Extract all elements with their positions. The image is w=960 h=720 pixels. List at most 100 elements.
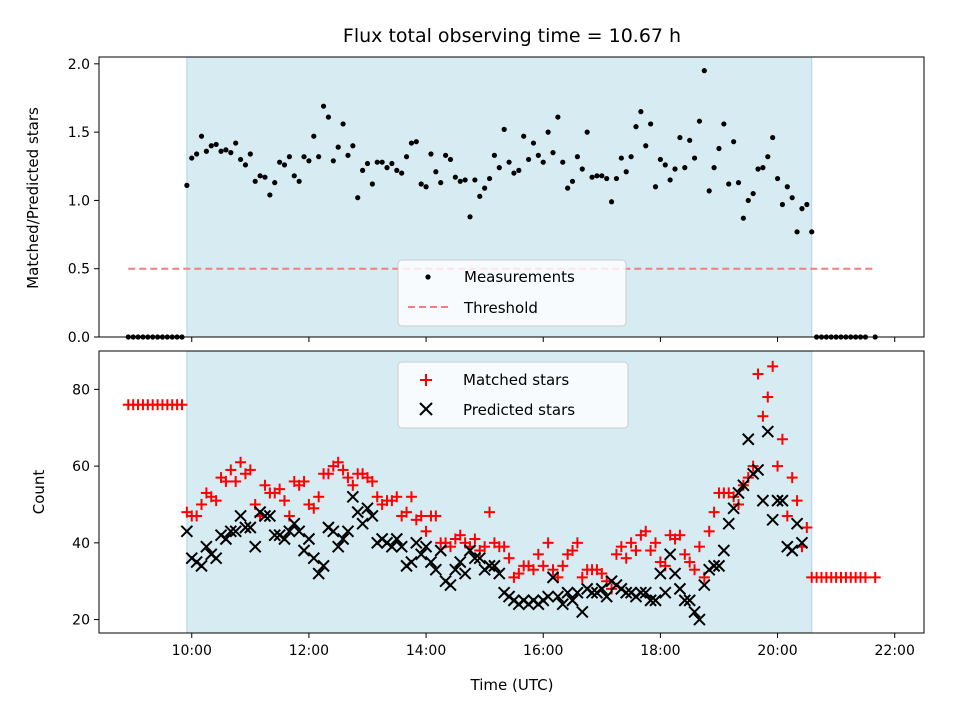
measurement-point: [320, 103, 327, 109]
matched-point: [274, 483, 286, 495]
predicted-point: [414, 548, 428, 561]
y-tick-label: 80: [72, 382, 90, 398]
measurement-point: [428, 151, 434, 157]
matched-point: [786, 472, 798, 484]
predicted-point: [561, 586, 574, 599]
y-tick-label: 1.5: [68, 125, 90, 141]
predicted-point: [219, 532, 233, 546]
predicted-point: [258, 509, 272, 523]
measurement-point: [594, 173, 600, 179]
measurement-point: [325, 114, 332, 120]
series-measurements: [125, 68, 878, 340]
matched-point: [225, 464, 237, 476]
matched-point: [762, 391, 774, 403]
y-tick-label: 60: [72, 459, 90, 475]
matched-point: [781, 510, 793, 522]
measurement-point: [745, 197, 751, 204]
predicted-point: [771, 494, 784, 507]
predicted-point: [717, 544, 731, 557]
matched-point: [479, 541, 491, 553]
matched-point: [191, 510, 203, 522]
matched-point: [776, 433, 788, 445]
matched-point: [679, 548, 691, 560]
predicted-point: [698, 578, 711, 592]
predicted-point: [693, 613, 706, 626]
predicted-point: [180, 525, 194, 538]
matched-point: [313, 491, 325, 503]
predicted-point: [483, 559, 496, 573]
matched-point: [259, 479, 271, 491]
measurement-point: [525, 156, 532, 163]
predicted-point: [341, 525, 355, 538]
predicted-point: [366, 509, 379, 523]
matched-point: [230, 475, 242, 487]
legend-predicted-label: Predicted stars: [463, 401, 575, 419]
predicted-point: [268, 528, 281, 542]
predicted-point: [356, 517, 369, 530]
predicted-point: [761, 425, 774, 438]
measurement-point: [731, 139, 737, 145]
measurement-point: [394, 167, 400, 173]
y-tick-label: 0.0: [68, 330, 90, 346]
measurement-point: [584, 129, 590, 135]
measurement-point: [809, 229, 815, 235]
matched-point: [640, 525, 652, 537]
measurement-point: [291, 173, 297, 179]
legend-predicted-marker: [419, 402, 433, 416]
measurement-point: [706, 188, 712, 194]
measurement-point: [267, 192, 273, 198]
matched-point: [308, 502, 320, 514]
predicted-point: [541, 590, 555, 603]
measurement-point: [560, 159, 566, 165]
matched-point: [196, 498, 208, 510]
predicted-point: [312, 567, 325, 580]
measurement-point: [511, 170, 517, 176]
measurement-point: [662, 162, 668, 168]
matched-point: [537, 560, 549, 572]
matched-point: [513, 568, 525, 580]
predicted-point: [659, 586, 672, 599]
predicted-point: [551, 590, 565, 603]
measurement-point: [355, 195, 361, 201]
measurement-point: [740, 215, 746, 221]
matched-point: [279, 495, 291, 507]
legend-threshold-label: Threshold: [463, 299, 538, 317]
predicted-point: [737, 479, 750, 492]
matched-point: [791, 495, 803, 507]
measurement-point: [677, 134, 683, 141]
measurement-point: [472, 177, 478, 183]
predicted-point: [566, 594, 579, 607]
predicted-point: [297, 544, 311, 557]
matched-point: [557, 560, 569, 572]
measurement-point: [184, 182, 190, 188]
measurement-point: [218, 148, 224, 154]
predicted-point: [488, 559, 501, 573]
legend-matched-label: Matched stars: [463, 371, 569, 389]
matched-point: [298, 475, 310, 487]
matched-point: [342, 472, 354, 484]
measurement-point: [613, 175, 620, 182]
measurement-point: [462, 177, 468, 183]
predicted-point: [600, 590, 613, 603]
x-tick-label: 20:00: [757, 643, 797, 659]
matched-point: [620, 552, 632, 564]
predicted-point: [331, 540, 345, 553]
measurement-point: [389, 160, 395, 167]
measurement-point: [452, 174, 458, 180]
measurement-point: [579, 166, 585, 172]
matched-point: [371, 491, 383, 503]
matched-point: [244, 464, 256, 476]
series-matched-stars: [122, 360, 881, 595]
predicted-point: [434, 544, 447, 557]
predicted-point: [292, 525, 306, 538]
predicted-point: [444, 578, 457, 592]
predicted-point: [239, 521, 252, 534]
measurement-point: [599, 173, 605, 179]
matched-point: [576, 571, 588, 583]
predicted-point: [742, 433, 755, 446]
predicted-point: [263, 509, 277, 523]
predicted-point: [327, 525, 340, 538]
predicted-point: [302, 532, 316, 546]
y-tick-label: 0.5: [68, 262, 90, 278]
predicted-point: [654, 567, 667, 580]
